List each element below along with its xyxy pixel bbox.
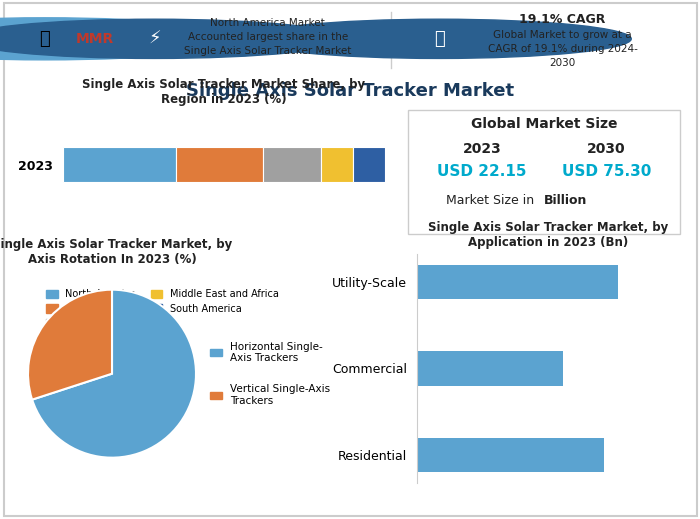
Title: Single Axis Solar Tracker Market, by
Axis Rotation In 2023 (%): Single Axis Solar Tracker Market, by Axi… bbox=[0, 238, 232, 266]
Bar bbox=[416, 351, 563, 386]
Text: 2023: 2023 bbox=[463, 142, 501, 156]
Legend: North America, Asia-Pacific, Europe, Middle East and Africa, South America: North America, Asia-Pacific, Europe, Mid… bbox=[42, 285, 283, 333]
Circle shape bbox=[0, 18, 251, 60]
Text: North America Market
Accounted largest share in the
Single Axis Solar Tracker Ma: North America Market Accounted largest s… bbox=[184, 18, 351, 56]
Circle shape bbox=[247, 19, 631, 59]
Bar bbox=[176, 147, 262, 182]
Wedge shape bbox=[28, 290, 112, 400]
Text: Market Size in: Market Size in bbox=[447, 194, 538, 207]
Wedge shape bbox=[32, 290, 196, 458]
Text: Global Market Size: Global Market Size bbox=[471, 117, 617, 131]
Text: MMR: MMR bbox=[76, 32, 114, 46]
Title: Single Axis Solar Tracker Market Share, by
Region in 2023 (%): Single Axis Solar Tracker Market Share, … bbox=[83, 78, 365, 106]
Text: 19.1% CAGR: 19.1% CAGR bbox=[519, 12, 606, 26]
Text: 2030: 2030 bbox=[587, 142, 626, 156]
Bar bbox=[353, 147, 385, 182]
Text: ⚡: ⚡ bbox=[148, 30, 161, 48]
Bar bbox=[416, 438, 605, 472]
Title: Single Axis Solar Tracker Market, by
Application in 2023 (Bn): Single Axis Solar Tracker Market, by App… bbox=[428, 221, 668, 249]
Bar bbox=[321, 147, 353, 182]
Bar bbox=[262, 147, 321, 182]
Text: 🔥: 🔥 bbox=[434, 30, 444, 48]
Text: USD 22.15: USD 22.15 bbox=[437, 165, 526, 179]
Legend: Horizontal Single-
Axis Trackers, Vertical Single-Axis
Trackers: Horizontal Single- Axis Trackers, Vertic… bbox=[205, 337, 335, 410]
Text: 🌍: 🌍 bbox=[39, 30, 50, 48]
Text: USD 75.30: USD 75.30 bbox=[562, 165, 651, 179]
Text: Single Axis Solar Tracker Market: Single Axis Solar Tracker Market bbox=[186, 83, 514, 100]
Text: Global Market to grow at a
CAGR of 19.1% during 2024-
2030: Global Market to grow at a CAGR of 19.1%… bbox=[488, 30, 638, 67]
Circle shape bbox=[0, 19, 346, 59]
Text: Billion: Billion bbox=[545, 194, 587, 207]
Bar bbox=[416, 265, 618, 299]
Bar bbox=[63, 147, 176, 182]
